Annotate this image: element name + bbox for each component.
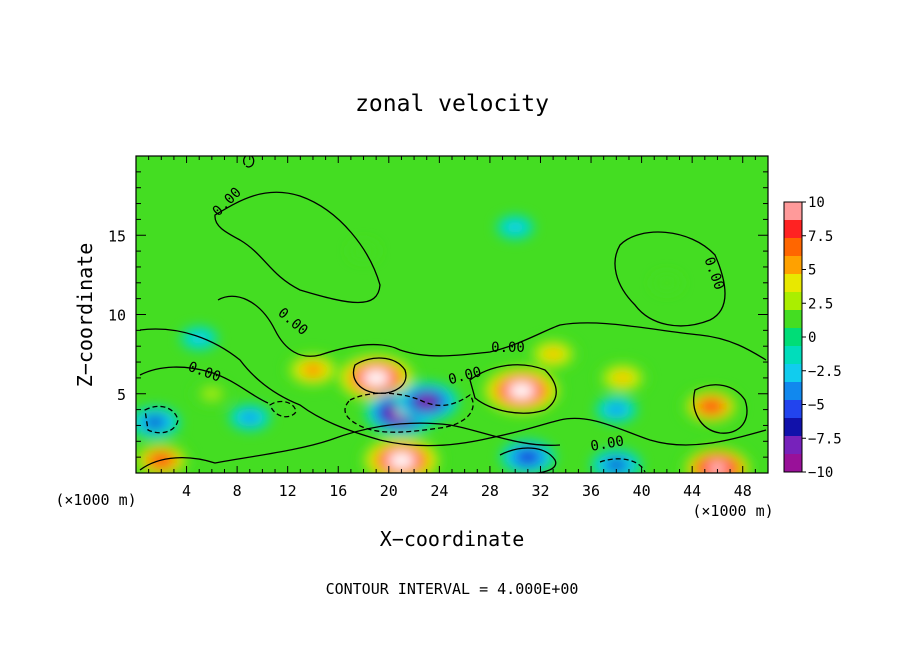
colorbar-swatch [784, 382, 802, 401]
colorbar-swatch [784, 400, 802, 419]
colorbar-swatch [784, 418, 802, 437]
contour-line [352, 357, 407, 394]
colorbar-swatch [784, 328, 802, 347]
field-blob [349, 241, 378, 261]
colorbar-swatch [784, 274, 802, 293]
colorbar-swatch [784, 220, 802, 239]
contour-line [693, 384, 748, 434]
field-blob [712, 465, 723, 472]
field-blob [652, 273, 682, 293]
chart-title: zonal velocity [355, 91, 549, 117]
x-tick-label: 36 [582, 482, 600, 500]
field-blob [148, 418, 162, 427]
field-blob [396, 457, 406, 464]
plot-area: 0.000.000.000.000.00 0.000.00 4 8 12 16 20 24 2… [108, 155, 769, 500]
x-tick-label: 8 [233, 482, 242, 500]
contour-line [214, 191, 381, 304]
colorbar-tick-label: −7.5 [808, 431, 842, 447]
colorbar-tick-label: −10 [808, 465, 833, 481]
x-tick-label: 24 [430, 482, 448, 500]
colorbar-swatch [784, 436, 802, 455]
y-axis-label: Z−coordinate [73, 243, 97, 388]
colorbar-tick-label: 0 [808, 330, 816, 346]
colorbar-swatch [784, 310, 802, 329]
zero-contours [139, 156, 767, 473]
field-blob [610, 461, 623, 470]
velocity-field [136, 215, 754, 473]
contour-line [139, 422, 561, 471]
contour-line [139, 328, 767, 447]
contour-line [217, 295, 767, 361]
x-tick-label: 44 [683, 482, 701, 500]
colorbar-swatch [784, 202, 802, 221]
field-blob [609, 405, 624, 414]
field-blob [522, 453, 534, 461]
colorbar-tick-label: 2.5 [808, 296, 833, 312]
field-blob [505, 221, 525, 234]
colorbar-swatch [784, 292, 802, 311]
contour-label: 0.00 [589, 433, 625, 455]
x-unit-left: (×1000 m) [55, 491, 136, 509]
x-tick-label: 32 [531, 482, 549, 500]
field-blob [705, 402, 718, 411]
contour-line-dashed [269, 400, 297, 418]
x-tick-label: 16 [329, 482, 347, 500]
field-blob [517, 387, 527, 394]
x-axis-label: X−coordinate [380, 527, 525, 551]
colorbar-tick-label: 10 [808, 195, 825, 211]
contour-interval-note: CONTOUR INTERVAL = 4.000E+00 [326, 580, 579, 598]
y-tick-label: 15 [108, 227, 126, 245]
contour-line-dashed [344, 392, 474, 433]
colorbar-tick-label: 7.5 [808, 229, 833, 245]
colorbar: 10 7.5 5 2.5 0 −2.5 −5 −7.5 −10 [783, 195, 842, 481]
x-tick-label: 40 [633, 482, 651, 500]
field-blob [242, 413, 257, 422]
colorbar-tick-label: 5 [808, 263, 816, 279]
colorbar-tick-label: −2.5 [808, 364, 842, 380]
contour-line [139, 366, 269, 404]
contour-line-dashed [599, 458, 646, 473]
field-blob [546, 350, 560, 359]
x-tick-label: 28 [481, 482, 499, 500]
x-tick-label: 20 [380, 482, 398, 500]
x-tick-label: 48 [734, 482, 752, 500]
colorbar-tick-label: −5 [808, 398, 825, 414]
y-tick-label: 5 [117, 386, 126, 404]
field-blob [616, 373, 629, 382]
field-blob [307, 366, 319, 374]
colorbar-swatch [784, 256, 802, 275]
contour-line [469, 364, 557, 414]
y-tick-label: 10 [108, 307, 126, 325]
colorbar-swatch [784, 364, 802, 383]
x-tick-label: 4 [182, 482, 191, 500]
colorbar-swatch [784, 346, 802, 365]
field-blob [202, 387, 222, 400]
contour-line-dashed [144, 405, 179, 434]
contour-label: 0.00 [491, 340, 525, 356]
colorbar-swatch [784, 454, 802, 473]
colorbar-swatch [784, 238, 802, 257]
contour-line [614, 231, 726, 327]
x-unit-right: (×1000 m) [692, 502, 773, 520]
x-tick-label: 12 [279, 482, 297, 500]
field-blob [371, 375, 381, 381]
